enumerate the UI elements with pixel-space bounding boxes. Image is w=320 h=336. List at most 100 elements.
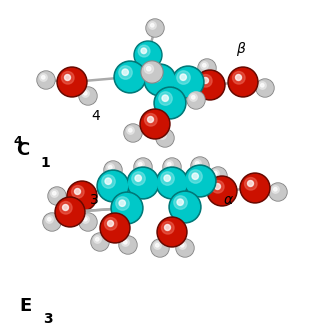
Text: $\mathbf{3}$: $\mathbf{3}$	[43, 312, 54, 327]
Circle shape	[228, 67, 258, 97]
Circle shape	[61, 72, 74, 84]
Circle shape	[116, 197, 129, 210]
Circle shape	[157, 169, 186, 198]
Circle shape	[164, 175, 170, 181]
Circle shape	[82, 90, 89, 97]
Circle shape	[105, 217, 117, 230]
Circle shape	[233, 72, 245, 84]
Circle shape	[196, 162, 199, 165]
Circle shape	[104, 161, 122, 179]
Circle shape	[67, 181, 97, 211]
Circle shape	[173, 68, 203, 96]
Circle shape	[177, 199, 183, 205]
Circle shape	[95, 238, 99, 241]
Circle shape	[156, 129, 174, 147]
Circle shape	[164, 159, 180, 175]
Circle shape	[149, 69, 162, 82]
Circle shape	[94, 236, 101, 243]
Circle shape	[125, 125, 141, 141]
Circle shape	[256, 79, 274, 97]
Text: 3: 3	[90, 193, 99, 207]
Circle shape	[209, 177, 236, 205]
Circle shape	[139, 163, 142, 166]
Circle shape	[124, 124, 142, 142]
Circle shape	[80, 214, 96, 230]
Circle shape	[214, 183, 220, 190]
Circle shape	[108, 220, 114, 226]
Circle shape	[201, 62, 208, 69]
Circle shape	[138, 45, 150, 57]
Circle shape	[159, 132, 166, 139]
Circle shape	[91, 233, 109, 251]
Circle shape	[141, 111, 169, 137]
Circle shape	[92, 234, 108, 250]
Circle shape	[57, 199, 84, 225]
Text: $\beta$: $\beta$	[236, 40, 247, 58]
Circle shape	[244, 177, 257, 190]
Circle shape	[135, 42, 161, 68]
Circle shape	[187, 91, 205, 109]
Circle shape	[257, 80, 273, 96]
Circle shape	[156, 167, 188, 199]
Circle shape	[207, 176, 237, 206]
Circle shape	[188, 92, 204, 108]
Circle shape	[162, 95, 168, 101]
Circle shape	[142, 62, 162, 82]
Circle shape	[199, 60, 215, 76]
Circle shape	[147, 20, 163, 36]
Circle shape	[119, 66, 132, 79]
Circle shape	[191, 157, 209, 175]
Circle shape	[194, 160, 201, 167]
Circle shape	[84, 91, 87, 95]
Circle shape	[260, 84, 264, 87]
Circle shape	[140, 109, 170, 139]
Circle shape	[184, 165, 216, 197]
Circle shape	[75, 188, 81, 195]
Circle shape	[127, 167, 159, 199]
Circle shape	[105, 178, 111, 184]
Circle shape	[38, 72, 54, 88]
Circle shape	[42, 76, 45, 79]
Circle shape	[161, 172, 174, 185]
Circle shape	[189, 170, 202, 183]
Text: $\alpha$: $\alpha$	[223, 193, 234, 207]
Circle shape	[259, 82, 266, 89]
Circle shape	[195, 70, 225, 100]
Circle shape	[158, 218, 186, 246]
Circle shape	[134, 158, 152, 176]
Circle shape	[129, 169, 157, 198]
Circle shape	[151, 239, 169, 257]
Circle shape	[171, 193, 199, 221]
Circle shape	[163, 158, 181, 176]
Circle shape	[156, 89, 184, 117]
Circle shape	[84, 217, 87, 221]
Circle shape	[272, 186, 279, 193]
Text: $\mathbf{1}$: $\mathbf{1}$	[40, 156, 51, 170]
Circle shape	[99, 172, 127, 200]
Circle shape	[141, 48, 147, 54]
Circle shape	[122, 69, 128, 75]
Circle shape	[113, 194, 141, 222]
Circle shape	[172, 66, 204, 98]
Circle shape	[203, 64, 206, 67]
Circle shape	[157, 130, 173, 146]
Circle shape	[177, 71, 190, 84]
Circle shape	[146, 66, 174, 94]
Circle shape	[179, 242, 186, 249]
Circle shape	[148, 117, 154, 123]
Circle shape	[180, 244, 184, 247]
Circle shape	[122, 239, 129, 246]
Circle shape	[199, 75, 212, 87]
Circle shape	[152, 240, 168, 256]
Circle shape	[236, 75, 242, 81]
Circle shape	[162, 221, 174, 234]
Circle shape	[186, 167, 214, 196]
Circle shape	[79, 87, 97, 105]
Circle shape	[65, 75, 70, 81]
Text: $\mathbf{E}$: $\mathbf{E}$	[19, 297, 32, 315]
Circle shape	[212, 170, 219, 177]
Circle shape	[156, 244, 159, 247]
Circle shape	[144, 64, 176, 96]
Circle shape	[101, 214, 129, 242]
Circle shape	[80, 88, 96, 104]
